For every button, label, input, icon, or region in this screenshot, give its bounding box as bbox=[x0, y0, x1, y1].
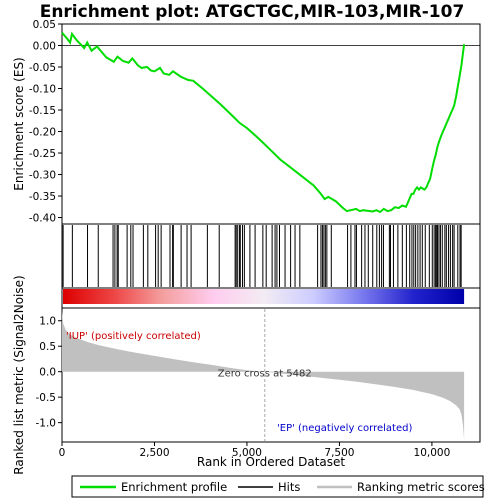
es-y-tick-label: -0.25 bbox=[29, 148, 56, 160]
legend-hits-label: Hits bbox=[278, 480, 300, 494]
rank-heat-panel bbox=[61, 287, 481, 309]
es-y-tick-label: -0.10 bbox=[29, 84, 56, 96]
legend: Enrichment profile Hits Ranking metric s… bbox=[71, 475, 485, 498]
es-y-label: Enrichment score (ES) bbox=[12, 57, 26, 190]
x-axis: 0 2,500 5,000 7,500 10,000 bbox=[59, 442, 451, 459]
es-y-axis: 0.05 0.00 -0.05 -0.10 -0.15 -0.20 -0.25 -0.30 -0… bbox=[29, 19, 62, 225]
hit-lines bbox=[62, 225, 462, 287]
legend-frame bbox=[71, 475, 484, 498]
hits-panel bbox=[61, 223, 481, 289]
enrichment-profile-line bbox=[61, 31, 466, 214]
metric-y-label: Ranked list metric (Signal2Noise) bbox=[12, 275, 26, 474]
es-y-tick-label: -0.05 bbox=[29, 62, 56, 74]
legend-metric-label: Ranking metric scores bbox=[357, 480, 485, 494]
metric-panel-frame bbox=[61, 307, 481, 443]
metric-y-tick-label: -1.0 bbox=[36, 418, 57, 430]
metric-y-tick-label: 0.5 bbox=[39, 341, 56, 353]
es-panel-frame bbox=[61, 23, 481, 225]
es-y-tick-label: -0.15 bbox=[29, 105, 56, 117]
x-axis-label: Rank in Ordered Dataset bbox=[197, 455, 345, 469]
positive-correlation-label: 'IUP' (positively correlated) bbox=[66, 331, 201, 342]
metric-y-tick-label: 1.0 bbox=[39, 316, 56, 328]
ranking-metric-area bbox=[62, 310, 465, 440]
x-tick-label: 7,500 bbox=[324, 447, 354, 459]
metric-panel: 1.0 0.5 0.0 -0.5 -1.0 Zero cross at 5482 'IU… bbox=[12, 275, 481, 475]
es-y-tick-label: -0.30 bbox=[29, 170, 56, 182]
x-tick-label: 10,000 bbox=[414, 447, 451, 459]
x-tick-label: 5,000 bbox=[232, 447, 262, 459]
x-tick-label: 0 bbox=[59, 447, 66, 459]
es-y-tick-label: -0.35 bbox=[29, 191, 56, 203]
x-tick-label: 2,500 bbox=[139, 447, 169, 459]
chart-title: Enrichment plot: ATGCTGC,MIR-103,MIR-107 bbox=[40, 2, 465, 22]
es-panel: 0.05 0.00 -0.05 -0.10 -0.15 -0.20 -0.25 -0.30 -0… bbox=[12, 19, 481, 225]
es-y-tick-label: 0.00 bbox=[33, 41, 56, 53]
negative-correlation-label: 'EP' (negatively correlated) bbox=[277, 423, 412, 434]
es-y-tick-label: -0.40 bbox=[29, 213, 56, 225]
metric-y-tick-label: 0.0 bbox=[39, 367, 56, 379]
hits-panel-frame bbox=[61, 223, 481, 289]
rank-heat-bar bbox=[63, 289, 465, 304]
metric-y-axis: 1.0 0.5 0.0 -0.5 -1.0 bbox=[36, 316, 62, 430]
zero-cross-label: Zero cross at 5482 bbox=[218, 369, 312, 380]
legend-enrichment-label: Enrichment profile bbox=[121, 480, 227, 494]
metric-y-tick-label: -0.5 bbox=[36, 392, 57, 404]
es-y-tick-label: 0.05 bbox=[33, 19, 56, 31]
es-y-tick-label: -0.20 bbox=[29, 127, 56, 139]
